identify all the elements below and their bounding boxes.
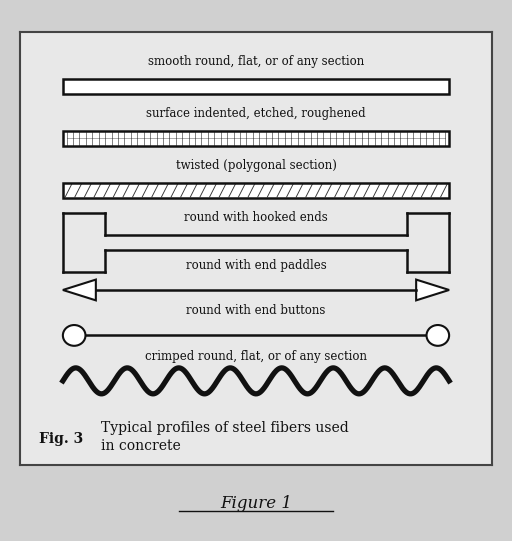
Polygon shape bbox=[416, 280, 449, 300]
Text: round with end paddles: round with end paddles bbox=[186, 259, 326, 272]
Bar bbox=[63, 79, 449, 94]
Text: surface indented, etched, roughened: surface indented, etched, roughened bbox=[146, 107, 366, 120]
Text: Typical profiles of steel fibers used
in concrete: Typical profiles of steel fibers used in… bbox=[100, 421, 348, 453]
Circle shape bbox=[63, 325, 86, 346]
Text: smooth round, flat, or of any section: smooth round, flat, or of any section bbox=[148, 55, 364, 68]
Text: Figure 1: Figure 1 bbox=[220, 494, 292, 512]
Bar bbox=[63, 131, 449, 146]
Text: round with hooked ends: round with hooked ends bbox=[184, 211, 328, 224]
Text: twisted (polygonal section): twisted (polygonal section) bbox=[176, 159, 336, 172]
Text: Fig. 3: Fig. 3 bbox=[39, 432, 83, 446]
Text: round with end buttons: round with end buttons bbox=[186, 304, 326, 317]
Bar bbox=[63, 183, 449, 198]
Text: crimped round, flat, or of any section: crimped round, flat, or of any section bbox=[145, 349, 367, 362]
Polygon shape bbox=[63, 280, 96, 300]
Circle shape bbox=[426, 325, 449, 346]
